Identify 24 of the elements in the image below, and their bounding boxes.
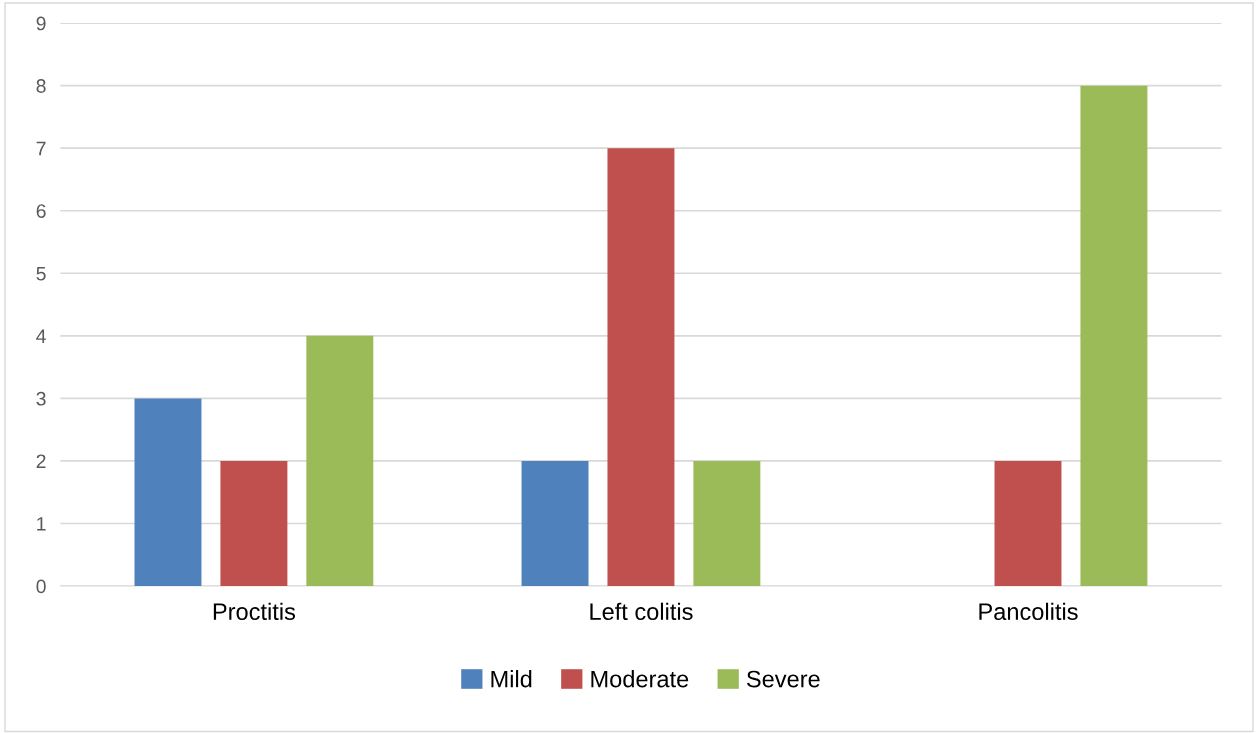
y-tick-label: 9: [36, 16, 46, 31]
y-tick-label: 3: [36, 391, 46, 406]
bar: [521, 460, 589, 587]
legend-label: Mild: [491, 670, 532, 688]
y-tick-label: 7: [36, 141, 46, 156]
y-tick-label: 2: [36, 454, 46, 468]
x-tick-label: Left colitis: [590, 602, 693, 621]
legend-label: Moderate: [591, 670, 689, 688]
y-tick-label: 6: [36, 204, 46, 218]
bar: [220, 460, 288, 587]
y-tick-label: 4: [36, 329, 46, 343]
x-tick-label: Pancolitis: [979, 602, 1078, 621]
bar: [134, 398, 202, 587]
y-tick-label: 0: [36, 579, 46, 594]
y-tick-label: 8: [36, 79, 46, 93]
x-tick-label: Proctitis: [213, 602, 296, 621]
legend-label: Severe: [746, 670, 820, 688]
y-tick-label: 1: [37, 517, 46, 531]
y-tick-label: 5: [36, 266, 46, 281]
bar: [607, 148, 675, 587]
bar: [693, 460, 761, 587]
bar: [306, 335, 374, 587]
bar: [1080, 85, 1148, 587]
bar: [994, 460, 1062, 587]
